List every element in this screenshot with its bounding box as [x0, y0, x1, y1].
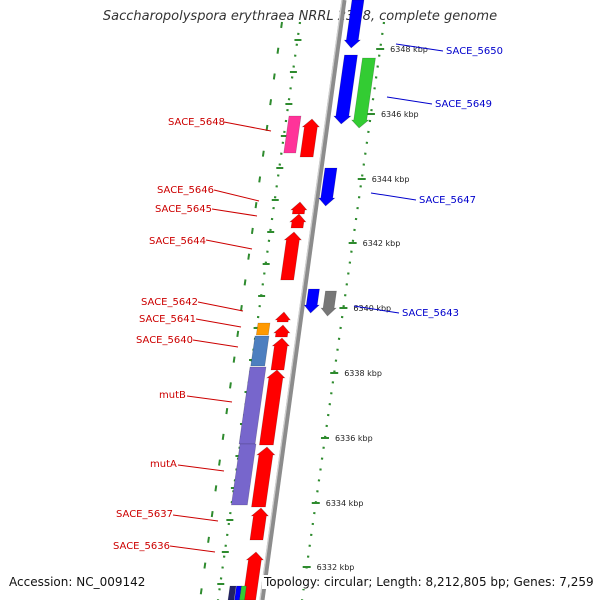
gene-box-bottom-blue[interactable] — [234, 585, 242, 600]
gene-box-sace-5640[interactable] — [250, 335, 270, 367]
leader-line — [353, 305, 400, 314]
gene-box-bottom-navy[interactable] — [227, 585, 237, 600]
leader-line — [386, 96, 433, 105]
leader-line — [213, 189, 260, 202]
gene-arrow-muta[interactable] — [251, 446, 276, 508]
leader-line — [177, 464, 225, 472]
genome-backbone — [259, 0, 347, 600]
gene-arrow-sace-5647[interactable] — [318, 167, 338, 207]
gene-arrow-sace-5646[interactable] — [290, 201, 308, 215]
gene-arrow-sace-5641[interactable] — [273, 324, 291, 338]
gene-label-forward[interactable]: SACE_5646 — [157, 185, 214, 196]
leader-line — [192, 339, 239, 348]
gene-arrow-sace-5640[interactable] — [270, 337, 291, 371]
gene-label-forward[interactable]: SACE_5645 — [155, 204, 212, 215]
tick-label: 6336 kbp — [335, 434, 373, 443]
leader-line — [223, 121, 272, 132]
gene-label-reverse[interactable]: SACE_5649 — [435, 99, 492, 110]
leader-line — [197, 301, 244, 312]
gene-arrow-mutb[interactable] — [259, 369, 286, 446]
gene-label-forward[interactable]: SACE_5642 — [141, 297, 198, 308]
gene-arrow-sace-5649-blue[interactable] — [333, 54, 358, 125]
gene-box-bottom-green[interactable] — [239, 585, 247, 600]
tick-label: 6344 kbp — [372, 175, 410, 184]
gene-arrow-sace-5642[interactable] — [274, 311, 291, 323]
tick-label: 6348 kbp — [390, 45, 428, 54]
leader-line — [205, 239, 253, 250]
gene-label-forward[interactable]: SACE_5637 — [116, 509, 173, 520]
gene-arrow-sace-5643[interactable] — [320, 290, 337, 317]
gene-arrow-sace-5643-blue[interactable] — [303, 288, 320, 314]
accession-text: Accession: NC_009142 — [7, 575, 148, 589]
gene-labels: SACE_5648 SACE_5646 SACE_5645 SACE_5644 SACE… — [113, 43, 503, 553]
tick-label: 6334 kbp — [326, 499, 364, 508]
leader-line — [195, 318, 242, 328]
genome-backbone-highlight — [259, 0, 343, 600]
gene-label-forward[interactable]: SACE_5636 — [113, 541, 170, 552]
gene-box-muta[interactable] — [231, 443, 257, 506]
gene-label-forward[interactable]: SACE_5644 — [149, 236, 206, 247]
gene-arrow-sace-5637[interactable] — [249, 507, 270, 541]
gene-label-forward[interactable]: mutB — [159, 390, 186, 401]
gene-arrow-sace-5644[interactable] — [280, 231, 303, 281]
leader-line — [169, 545, 216, 553]
gene-label-forward[interactable]: SACE_5641 — [139, 314, 196, 325]
leader-line — [395, 43, 444, 52]
leader-line — [211, 208, 258, 217]
leader-line — [186, 395, 233, 403]
tick-label: 6342 kbp — [363, 239, 401, 248]
tick-label: 6346 kbp — [381, 110, 419, 119]
tick-label: 6332 kbp — [317, 563, 355, 572]
gene-box-sace-5641[interactable] — [255, 322, 271, 336]
map-title: Saccharopolyspora erythraea NRRL 2338, c… — [102, 9, 498, 24]
gene-box-sace-5648[interactable] — [283, 115, 302, 154]
topology-text: Topology: circular; Length: 8,212,805 bp… — [262, 575, 596, 589]
gene-arrow-sace-5649[interactable] — [351, 57, 376, 129]
gene-label-forward[interactable]: SACE_5640 — [136, 335, 193, 346]
gene-arrow-sace-5645[interactable] — [289, 213, 307, 229]
tick-label: 6338 kbp — [344, 369, 382, 378]
gene-label-forward[interactable]: mutA — [150, 459, 177, 470]
gene-label-forward[interactable]: SACE_5648 — [168, 117, 225, 128]
gene-label-reverse[interactable]: SACE_5650 — [446, 46, 503, 57]
gene-label-reverse[interactable]: SACE_5647 — [419, 195, 476, 206]
gene-arrow-sace-5636[interactable] — [242, 551, 265, 600]
gene-arrow-top-blue[interactable] — [343, 0, 365, 49]
gene-label-reverse[interactable]: SACE_5643 — [402, 308, 459, 319]
leader-line — [370, 192, 417, 201]
gene-features — [227, 0, 376, 600]
gene-arrow-sace-5648[interactable] — [299, 118, 321, 158]
leader-line — [172, 514, 219, 522]
